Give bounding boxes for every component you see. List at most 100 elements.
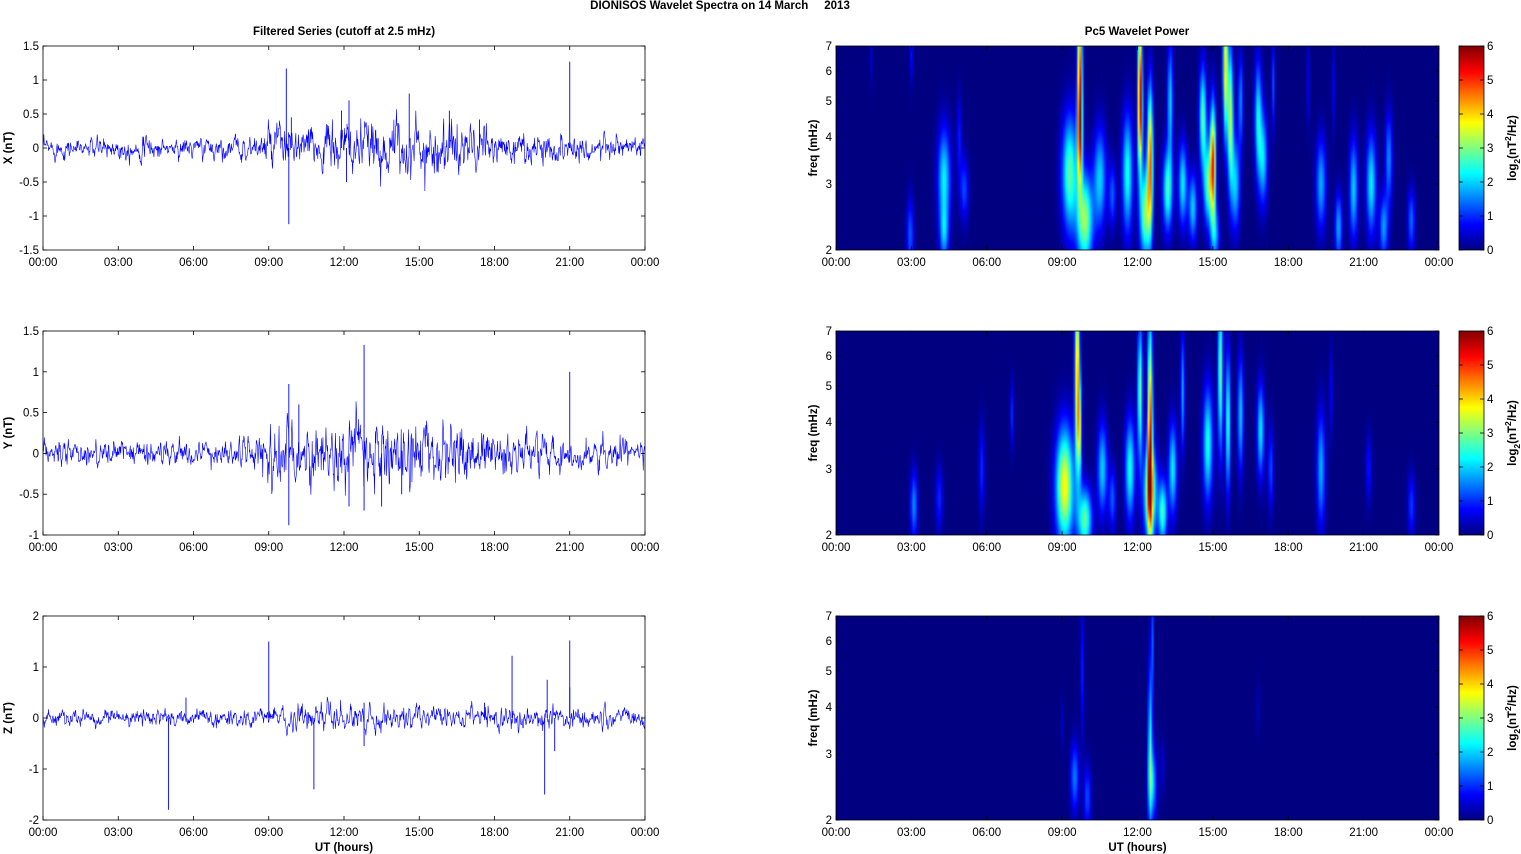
y-tick-label: 5: [826, 666, 832, 678]
x-tick-label: 12:00: [1123, 257, 1152, 269]
y-tick-label: -1: [29, 211, 39, 223]
y-tick-label: 2: [826, 815, 832, 827]
x-tick-label: 09:00: [254, 257, 283, 269]
x-tick-label: 00:00: [1425, 542, 1454, 554]
colorbar-tick-label: 1: [1487, 496, 1493, 508]
x-tick-label: 15:00: [405, 257, 434, 269]
colorbar-tick-label: 0: [1487, 530, 1493, 542]
colorbar: [1458, 330, 1485, 536]
y-tick-label: -2: [29, 815, 39, 827]
y-tick-label: -0.5: [19, 177, 39, 189]
x-tick-label: 03:00: [104, 542, 133, 554]
colorbar-tick-label: 5: [1487, 75, 1493, 87]
colorbar-tick-label: 3: [1487, 428, 1493, 440]
x-tick-label: 21:00: [1349, 827, 1378, 839]
x-axis-label: UT (hours): [315, 842, 373, 854]
wavelet-panel-3: 2 3 4 5 6 7 00:00 03:00 06:00 09:00 12:00 15:00 18:0…: [808, 611, 1521, 854]
colorbar-tick-label: 5: [1487, 360, 1493, 372]
x-tick-label: 09:00: [1048, 542, 1077, 554]
series-y: [42, 401, 646, 496]
y-tick-label: 2: [33, 611, 39, 623]
x-tick-label: 12:00: [330, 542, 359, 554]
y-tick-label: 1.5: [23, 41, 39, 53]
x-tick-label: 12:00: [330, 827, 359, 839]
x-tick-label: 12:00: [1123, 827, 1152, 839]
y-tick-label: 0: [33, 143, 39, 155]
wavelet-panel-1: 2 3 4 5 6 7 00:00 03:00 06:00 09:00 12:00 15:00 18:0…: [808, 41, 1521, 269]
y-axis-label: Z (nT): [3, 702, 15, 734]
y-tick-label: 3: [826, 179, 832, 191]
x-tick-label: 00:00: [822, 827, 851, 839]
y-tick-label: 7: [826, 326, 832, 338]
colorbar-tick-label: 3: [1487, 143, 1493, 155]
colorbar-tick-label: 0: [1487, 815, 1493, 827]
y-tick-label: 7: [826, 41, 832, 53]
x-tick-label: 18:00: [480, 257, 509, 269]
x-tick-label: 03:00: [897, 257, 926, 269]
x-tick-label: 21:00: [555, 827, 584, 839]
y-tick-label: 3: [826, 749, 832, 761]
x-tick-label: 12:00: [1123, 542, 1152, 554]
colorbar-tick-label: 4: [1487, 679, 1494, 691]
colorbar-tick-label: 2: [1487, 462, 1493, 474]
right-column-title: Pc5 Wavelet Power: [1085, 26, 1190, 38]
plot-frame: [42, 330, 646, 536]
colorbar-tick-label: 6: [1487, 611, 1493, 623]
x-tick-label: 18:00: [1274, 257, 1303, 269]
y-tick-label: -1.5: [19, 245, 39, 257]
y-tick-label: 4: [826, 132, 833, 144]
timeseries-panel-y: -1 -0.5 0 0.5 1 1.5 00:00 03:00 06:00 09:00 12:00 1…: [3, 326, 659, 554]
x-tick-label: 00:00: [29, 542, 58, 554]
x-tick-label: 06:00: [179, 542, 208, 554]
x-tick-label: 06:00: [179, 827, 208, 839]
x-tick-label: 21:00: [1349, 542, 1378, 554]
colorbar-label-text: log2(nT2/Hz): [1503, 115, 1521, 181]
colorbar: [1458, 45, 1485, 251]
x-tick-label: 15:00: [1198, 542, 1227, 554]
colorbar-label: log2(nT2/Hz): [1503, 115, 1521, 181]
wavelet-panel-2: 2 3 4 5 6 7 00:00 03:00 06:00 09:00 12:00 15:00 18:0…: [808, 326, 1521, 554]
x-tick-label: 18:00: [1274, 827, 1303, 839]
y-tick-label: 4: [826, 417, 833, 429]
left-column-title: Filtered Series (cutoff at 2.5 mHz): [253, 26, 435, 38]
x-tick-label: 18:00: [480, 827, 509, 839]
x-tick-label: 21:00: [1349, 257, 1378, 269]
y-axis-label: freq (mHz): [808, 404, 820, 461]
x-tick-label: 00:00: [822, 257, 851, 269]
x-tick-label: 15:00: [1198, 257, 1227, 269]
y-axis-label: freq (mHz): [808, 689, 820, 746]
x-tick-label: 03:00: [104, 827, 133, 839]
x-tick-label: 18:00: [1274, 542, 1303, 554]
x-tick-label: 00:00: [29, 827, 58, 839]
x-tick-label: 00:00: [631, 827, 660, 839]
y-tick-label: 1: [33, 662, 39, 674]
x-tick-label: 00:00: [822, 542, 851, 554]
x-tick-label: 00:00: [1425, 827, 1454, 839]
colorbar-tick-label: 2: [1487, 747, 1493, 759]
x-tick-label: 09:00: [254, 542, 283, 554]
y-tick-label: 1: [33, 367, 39, 379]
colorbar-tick-label: 4: [1487, 394, 1494, 406]
colorbar-tick-label: 6: [1487, 326, 1493, 338]
y-tick-label: 6: [826, 351, 832, 363]
timeseries-panel-z: -2 -1 0 1 2 00:00 03:00 06:00 09:00 12:00 15:00 18:…: [3, 611, 659, 854]
y-axis-label: freq (mHz): [808, 119, 820, 176]
y-tick-label: 4: [826, 702, 833, 714]
colorbar-tick-label: 2: [1487, 177, 1493, 189]
colorbar-tick-label: 3: [1487, 713, 1493, 725]
x-tick-label: 09:00: [1048, 257, 1077, 269]
y-tick-label: 0: [33, 448, 39, 460]
y-tick-label: -1: [29, 530, 39, 542]
colorbar-label-text: log2(nT2/Hz): [1503, 685, 1521, 751]
x-tick-label: 15:00: [1198, 827, 1227, 839]
x-tick-label: 06:00: [972, 827, 1001, 839]
y-tick-label: 7: [826, 611, 832, 623]
y-tick-label: 0.5: [23, 408, 39, 420]
x-tick-label: 00:00: [631, 257, 660, 269]
colorbar-label: log2(nT2/Hz): [1503, 685, 1521, 751]
y-tick-label: -0.5: [19, 489, 39, 501]
y-tick-label: 3: [826, 464, 832, 476]
y-tick-label: 2: [826, 530, 832, 542]
x-tick-label: 09:00: [1048, 827, 1077, 839]
colorbar-label: log2(nT2/Hz): [1503, 400, 1521, 466]
